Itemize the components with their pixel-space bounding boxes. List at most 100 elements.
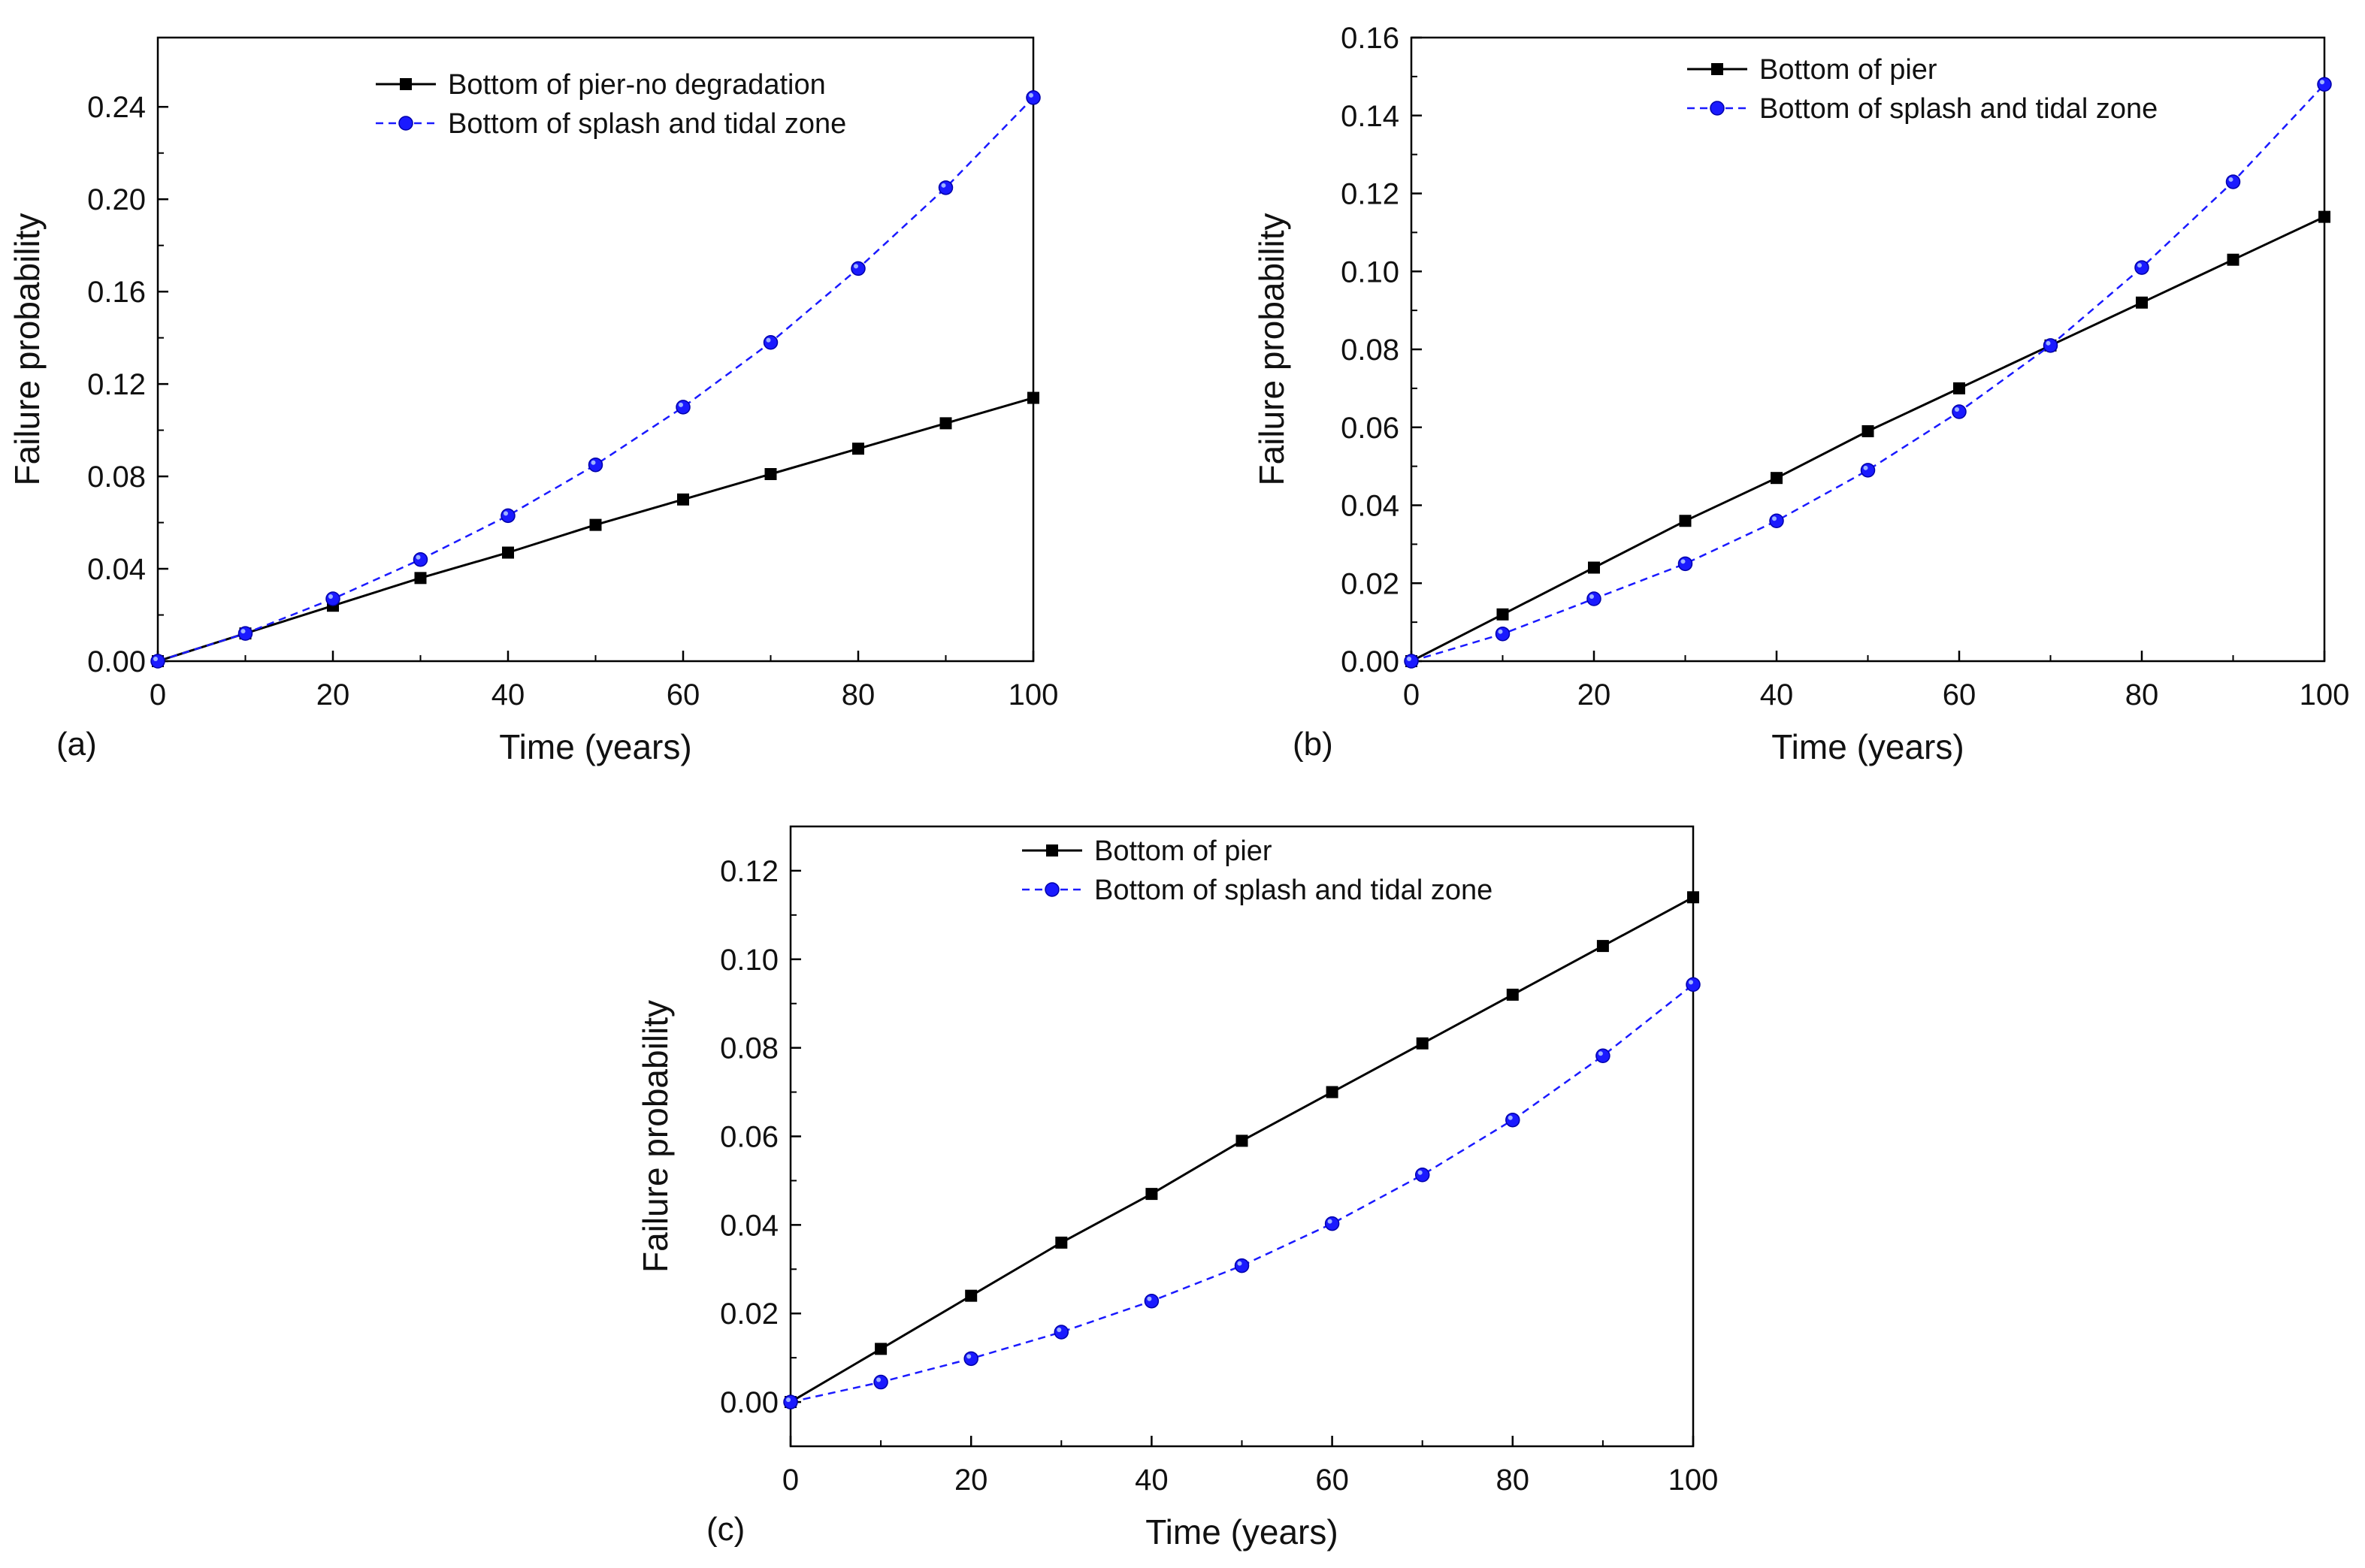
y-axis-title: Failure probability [1252,213,1291,485]
y-tick-label: 0.10 [1341,255,1399,289]
y-tick-label: 0.00 [720,1386,779,1419]
data-point-highlight [2137,263,2142,268]
data-point-circle [963,1351,978,1367]
x-tick-label: 60 [1315,1464,1349,1497]
data-point-square [1687,891,1699,904]
data-point-circle [1414,1168,1430,1183]
x-tick-label: 40 [1135,1464,1169,1497]
y-tick-label: 0.00 [1341,645,1399,678]
data-point-highlight [1407,657,1411,661]
data-point-highlight [1680,559,1686,564]
x-tick-label: 100 [1009,678,1059,711]
series-line-1 [790,983,1694,1403]
data-point-circle [1952,404,1967,419]
data-point-circle [1769,513,1784,528]
y-tick-label: 0.10 [720,944,779,977]
data-point-circle [676,400,691,415]
data-point-highlight [1955,407,1959,412]
data-point-highlight [2228,177,2233,182]
data-point-highlight [966,1354,972,1359]
y-tick-label: 0.08 [1341,334,1399,367]
data-point-circle [1505,1112,1520,1128]
data-point-circle [851,261,866,276]
y-tick-label: 0.08 [720,1032,779,1065]
series-line-1 [157,97,1034,663]
x-tick-label: 0 [782,1464,799,1497]
y-tick-label: 0.14 [1341,100,1399,133]
data-point-circle [1686,977,1701,992]
data-point-square [1596,940,1609,953]
data-point-square [589,518,602,531]
data-point-square [2318,210,2330,223]
y-tick-label: 0.12 [720,855,779,888]
chart-panel-a: 0 20 40 60 80 100 0.00 0.04 0.08 0.12 0.16 0.20 0.24… [8,36,1059,766]
data-point-circle [2043,338,2058,353]
data-point-circle [1586,591,1601,606]
panel-label: (b) [1293,726,1333,763]
data-point-highlight [679,402,683,407]
data-point-square [677,493,689,506]
data-point-square [1506,988,1519,1001]
data-point-highlight [1689,980,1693,985]
data-point-circle [150,654,165,669]
data-point-highlight [876,1377,882,1382]
series-line-1 [1411,83,2325,663]
x-tick-label: 40 [491,678,525,711]
data-point-square [875,1343,888,1355]
legend-marker-square [400,78,412,90]
data-point-circle [783,1394,798,1409]
data-point-highlight [153,657,158,661]
data-point-circle [1144,1293,1160,1309]
data-point-square [1145,1188,1158,1201]
data-point-highlight [1327,1219,1332,1224]
data-point-circle [1324,1216,1340,1231]
panel-label: (a) [56,726,97,763]
series-line-0 [790,896,1694,1403]
data-point-square [1953,382,1965,394]
data-point-square [939,417,952,430]
data-point-circle [938,180,954,195]
legend-label: Bottom of splash and tidal zone [1094,875,1492,906]
data-point-square [1679,515,1692,527]
data-point-highlight [766,337,771,343]
data-point-highlight [1863,465,1868,470]
data-point-highlight [240,629,246,634]
y-tick-label: 0.04 [1341,490,1399,523]
data-point-square [1235,1134,1248,1147]
y-tick-label: 0.06 [720,1121,779,1154]
data-point-square [1416,1037,1429,1050]
data-point-square [2227,253,2239,266]
y-tick-label: 0.06 [1341,412,1399,445]
data-point-circle [1860,463,1876,478]
legend-label: Bottom of pier [1094,835,1272,867]
x-tick-label: 60 [667,678,700,711]
data-point-square [414,572,427,585]
data-point-square [1861,424,1874,437]
data-point-highlight [1417,1170,1423,1175]
y-tick-label: 0.02 [1341,567,1399,600]
legend-marker-circle [1045,882,1060,897]
data-point-square [1027,391,1039,404]
data-point-highlight [1598,1051,1603,1056]
chart-panel-b: 0 20 40 60 80 100 0.00 0.02 0.04 0.06 0.08 0.10 0.12… [1252,22,2349,766]
data-point-circle [1595,1048,1610,1063]
x-axis-title: Time (years) [1771,727,1964,766]
x-tick-label: 40 [1760,678,1794,711]
data-point-highlight [591,460,596,465]
y-tick-label: 0.24 [87,91,146,124]
x-tick-label: 100 [2300,678,2350,711]
legend-label: Bottom of pier-no degradation [448,69,826,101]
data-point-circle [2134,260,2149,275]
data-point-square [852,443,864,455]
chart-panel-c: 0 20 40 60 80 100 0.00 0.02 0.04 0.06 0.08 0.10 0.12… [636,825,1718,1551]
series-line-0 [1411,216,2325,663]
legend-marker-circle [1710,101,1725,116]
legend-label: Bottom of splash and tidal zone [448,108,846,140]
data-point-square [2136,296,2148,309]
y-axis-title: Failure probability [8,213,47,485]
data-point-circle [237,626,253,641]
y-tick-label: 0.20 [87,183,146,216]
data-point-highlight [1147,1296,1152,1301]
plot-frame [1410,36,2326,663]
